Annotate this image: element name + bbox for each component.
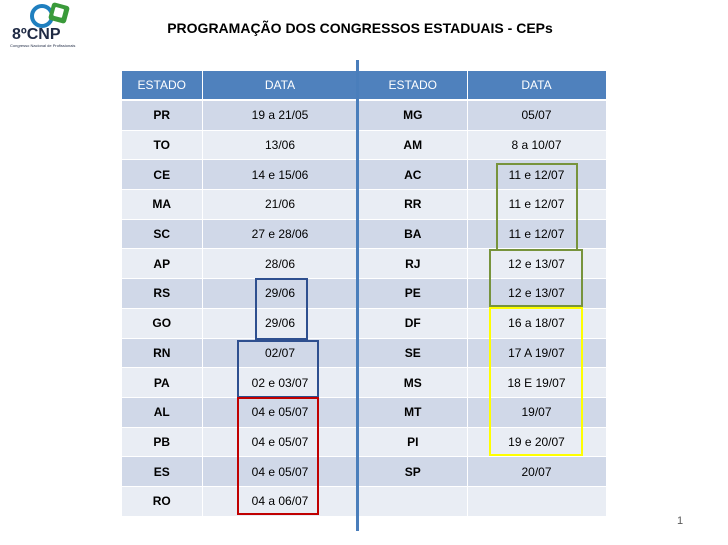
date-cell: 04 e 05/07 (202, 397, 359, 428)
table-row: PB 04 e 05/07 (122, 427, 359, 458)
date-cell: 04 e 05/07 (202, 456, 359, 487)
table-row: AC 11 e 12/07 (359, 159, 607, 191)
table-row: AM 8 a 10/07 (359, 130, 607, 161)
state-cell: MG (359, 100, 468, 131)
table-row: AL 04 e 05/07 (122, 397, 359, 428)
state-cell: CE (122, 159, 203, 191)
logo-subtitle: Congresso Nacional de Profissionais (10, 43, 76, 48)
date-cell: 14 e 15/06 (202, 159, 359, 191)
logo: 8ºCNP Congresso Nacional de Profissionai… (4, 2, 100, 48)
state-cell: AM (359, 130, 468, 161)
highlight-box-yellow-df-pi (489, 307, 583, 456)
center-divider (356, 60, 359, 531)
highlight-box-blue-rn-pa (237, 340, 319, 398)
header-estado: ESTADO (359, 71, 468, 101)
date-cell: 21/06 (202, 189, 359, 220)
state-cell: SC (122, 219, 203, 250)
table-row: TO 13/06 (122, 130, 359, 161)
highlight-box-blue-rs-go (255, 278, 308, 340)
date-cell: 02 e 03/07 (202, 367, 359, 398)
date-cell: 11 e 12/07 (467, 189, 607, 220)
page-number: 1 (677, 515, 684, 527)
table-row: CE 14 e 15/06 (122, 159, 359, 191)
state-cell: TO (122, 130, 203, 161)
table-row: RO 04 a 06/07 (122, 486, 359, 517)
header-data: DATA (202, 71, 359, 101)
state-cell: MS (359, 367, 468, 398)
header-estado: ESTADO (122, 71, 203, 101)
date-cell: 05/07 (467, 100, 607, 131)
date-cell: 02/07 (202, 338, 359, 369)
state-cell: SP (359, 456, 468, 487)
date-cell: 20/07 (467, 456, 607, 487)
date-cell: 13/06 (202, 130, 359, 161)
state-cell: AP (122, 248, 203, 280)
date-cell: 19 a 21/05 (202, 100, 359, 131)
table-row: AP 28/06 (122, 248, 359, 280)
state-cell: RN (122, 338, 203, 369)
highlight-box-olive-rj-pe (489, 249, 583, 307)
highlight-box-olive-ac-ba (496, 163, 578, 251)
state-cell: RR (359, 189, 468, 220)
state-cell: RO (122, 486, 203, 517)
date-cell: 27 e 28/06 (202, 219, 359, 250)
left-schedule-table: ESTADO DATA PR 19 a 21/05 TO 13/06 CE 14 e 15… (122, 71, 359, 517)
state-cell: RS (122, 278, 203, 309)
state-cell: MT (359, 397, 468, 428)
date-cell: 28/06 (202, 248, 359, 280)
table-row: RN 02/07 (122, 338, 359, 369)
state-cell: BA (359, 219, 468, 250)
table-header-row: ESTADO DATA (122, 71, 359, 101)
date-cell: 04 e 05/07 (202, 427, 359, 458)
state-cell: SE (359, 338, 468, 369)
table-row: ES 04 e 05/07 (122, 456, 359, 487)
date-cell (467, 486, 607, 517)
table-row: RR 11 e 12/07 (359, 189, 607, 220)
date-cell: 29/06 (202, 278, 359, 309)
table-row: MA 21/06 (122, 189, 359, 220)
table-row: PA 02 e 03/07 (122, 367, 359, 398)
table-row: MG 05/07 (359, 100, 607, 131)
state-cell: PB (122, 427, 203, 458)
date-cell: 29/06 (202, 308, 359, 339)
table-row: PR 19 a 21/05 (122, 100, 359, 131)
state-cell: PI (359, 427, 468, 458)
table-row: SC 27 e 28/06 (122, 219, 359, 250)
table-header-row: ESTADO DATA (359, 71, 607, 101)
highlight-box-red-al-ro (237, 397, 319, 515)
date-cell: 8 a 10/07 (467, 130, 607, 161)
table-row (359, 486, 607, 517)
logo-text: 8ºCNP (12, 26, 61, 43)
table-row: BA 11 e 12/07 (359, 219, 607, 250)
state-cell (359, 486, 468, 517)
state-cell: MA (122, 189, 203, 220)
date-cell: 04 a 06/07 (202, 486, 359, 517)
state-cell: PA (122, 367, 203, 398)
state-cell: PE (359, 278, 468, 309)
header-data: DATA (467, 71, 607, 101)
date-cell: 11 e 12/07 (467, 219, 607, 250)
state-cell: ES (122, 456, 203, 487)
table-row: GO 29/06 (122, 308, 359, 339)
table-row: SP 20/07 (359, 456, 607, 487)
state-cell: GO (122, 308, 203, 339)
table-row: RS 29/06 (122, 278, 359, 309)
cnp-logo-icon (30, 2, 70, 28)
state-cell: AL (122, 397, 203, 428)
state-cell: DF (359, 308, 468, 339)
state-cell: PR (122, 100, 203, 131)
page-title: PROGRAMAÇÃO DOS CONGRESSOS ESTADUAIS - C… (167, 20, 553, 36)
state-cell: AC (359, 159, 468, 191)
state-cell: RJ (359, 248, 468, 280)
